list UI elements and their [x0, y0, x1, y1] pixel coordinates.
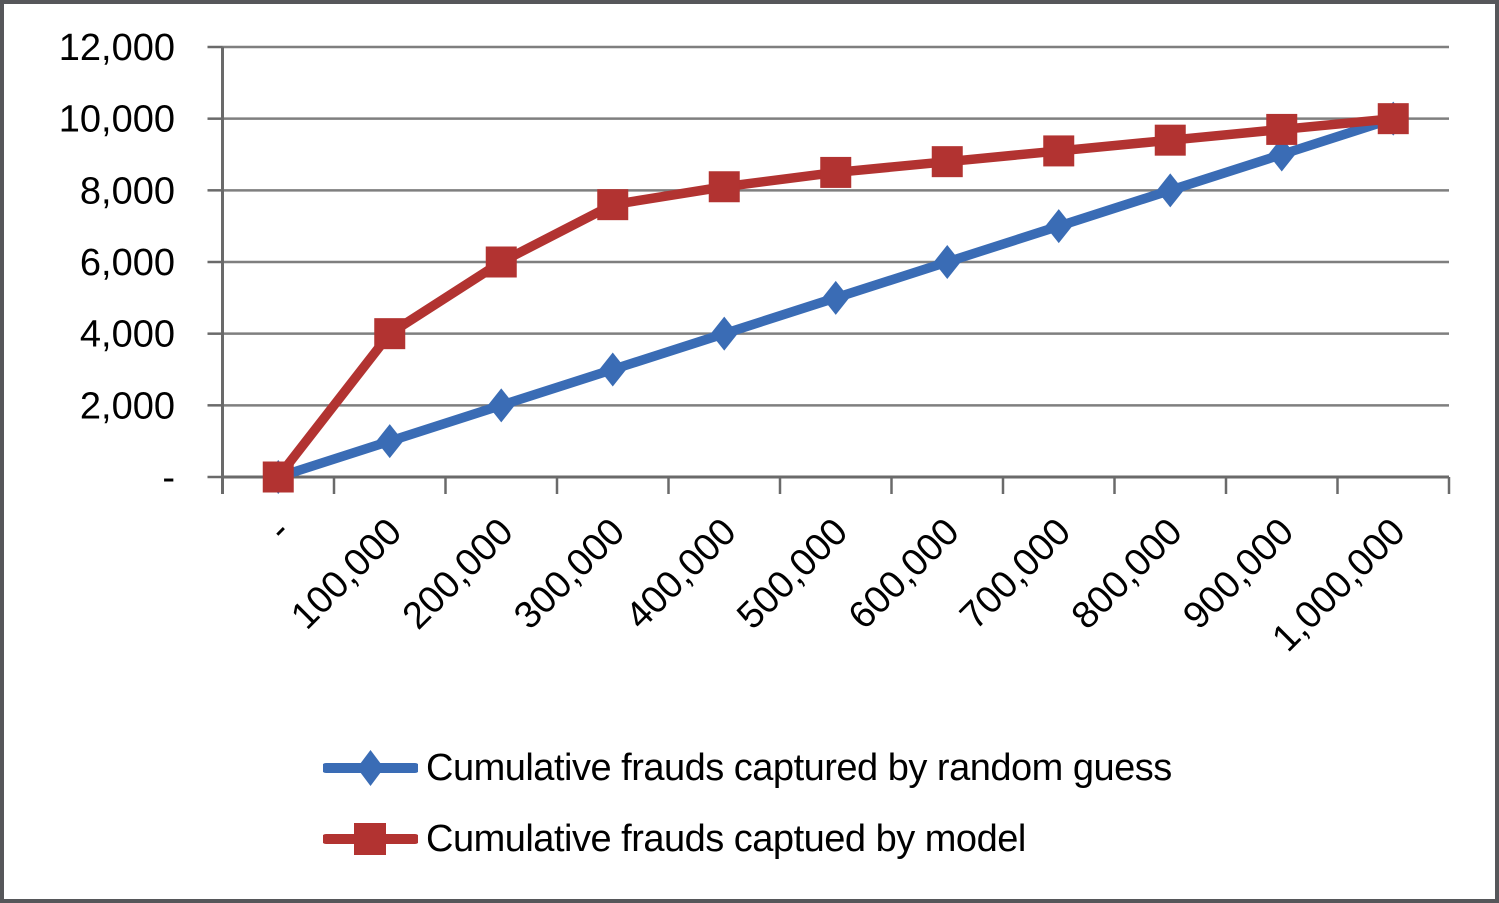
- data-point-diamond: [933, 245, 961, 279]
- data-point-diamond: [710, 316, 738, 351]
- legend-label-model: Cumulative frauds captued by model: [426, 817, 1026, 860]
- legend: Cumulative frauds captured by random gue…: [323, 746, 1172, 861]
- data-point-square: [597, 189, 629, 221]
- data-point-square: [1266, 113, 1298, 145]
- data-point-diamond: [1268, 137, 1296, 172]
- data-point-square: [262, 461, 294, 493]
- data-point-square: [820, 156, 852, 188]
- x-tick-label: 800,000: [1064, 511, 1191, 638]
- y-tick-label: -: [162, 457, 175, 499]
- x-tick-label: 300,000: [506, 511, 633, 638]
- x-tick-label: 700,000: [952, 511, 1079, 638]
- y-tick-label: 12,000: [59, 27, 175, 69]
- line-chart: -2,0004,0006,0008,00010,00012,000-100,00…: [59, 27, 1451, 660]
- data-point-diamond: [599, 352, 627, 387]
- data-point-diamond: [822, 280, 850, 315]
- data-point-square: [485, 246, 517, 278]
- data-point-diamond: [487, 388, 515, 423]
- data-point-square: [1377, 103, 1409, 135]
- data-point-square: [1154, 124, 1186, 156]
- data-point-square: [931, 146, 963, 178]
- data-point-square: [374, 318, 406, 350]
- legend-item-random-guess: Cumulative frauds captured by random gue…: [323, 746, 1172, 790]
- y-tick-label: 6,000: [80, 242, 175, 284]
- x-tick-label: -: [260, 511, 299, 550]
- x-tick-label: 600,000: [841, 511, 968, 638]
- legend-marker-diamond-icon: [323, 750, 418, 786]
- data-point-diamond: [376, 424, 404, 459]
- x-tick-label: 200,000: [395, 511, 522, 638]
- data-point-square: [708, 171, 740, 203]
- y-tick-label: 8,000: [80, 170, 175, 212]
- legend-label-random-guess: Cumulative frauds captured by random gue…: [426, 746, 1172, 789]
- x-tick-label: 400,000: [618, 511, 745, 638]
- y-tick-label: 4,000: [80, 314, 175, 356]
- data-point-diamond: [1156, 173, 1184, 208]
- legend-item-model: Cumulative frauds captued by model: [323, 817, 1172, 861]
- y-tick-label: 10,000: [59, 99, 175, 141]
- x-tick-label: 100,000: [283, 511, 410, 638]
- legend-marker-square-icon: [323, 823, 418, 855]
- y-tick-label: 2,000: [80, 385, 175, 427]
- x-tick-label: 500,000: [729, 511, 856, 638]
- data-point-square: [1043, 135, 1075, 167]
- data-point-diamond: [1045, 209, 1073, 244]
